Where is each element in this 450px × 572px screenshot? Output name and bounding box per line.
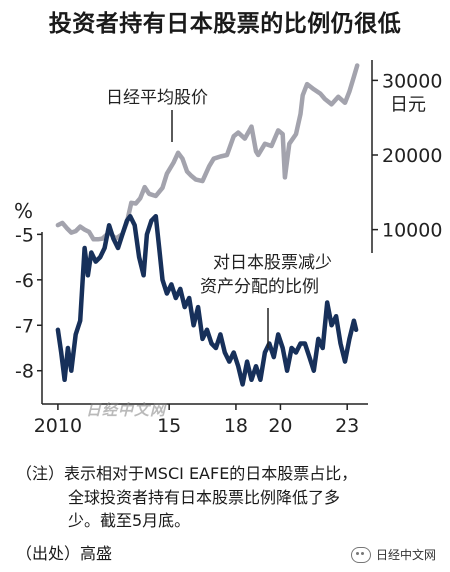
source-line: （出处）高盛: [16, 544, 113, 563]
right-tick-label: 30000: [382, 70, 442, 92]
wechat-icon: [350, 546, 371, 563]
annotation-nikkei: 日经平均股价: [106, 88, 208, 108]
chart-title: 投资者持有日本股票的比例仍很低: [48, 11, 402, 37]
x-tick-label: 2010: [34, 415, 82, 437]
corner-logo-text: 日经中文网: [375, 548, 436, 562]
right-tick-label: 10000: [382, 220, 442, 242]
note-line-3: 少。截至5月底。: [68, 511, 191, 530]
x-tick-label: 18: [224, 415, 248, 437]
left-tick-label: -6: [15, 270, 34, 292]
x-tick-label: 15: [157, 415, 181, 437]
note-line-1: （注）表示相对于MSCI EAFE的日本股票占比，: [16, 464, 358, 483]
left-axis-unit: %: [14, 199, 33, 223]
note-line-2: 全球投资者持有日本股票比例降低了多: [68, 488, 341, 507]
annotation-share-line-2: 资产分配的比例: [200, 277, 319, 297]
corner-logo: 日经中文网: [350, 546, 436, 563]
left-tick-label: -7: [15, 315, 34, 337]
japan-share-line: [55, 213, 359, 387]
annotation-share-line-1: 对日本股票减少: [213, 253, 332, 273]
x-tick-label: 23: [335, 415, 359, 437]
x-tick-label: 20: [268, 415, 292, 437]
left-tick-label: -5: [15, 224, 34, 246]
watermark: 日经中文网: [86, 401, 167, 419]
right-axis-unit: 日元: [390, 94, 426, 115]
right-tick-label: 20000: [382, 145, 442, 167]
nikkei-index-line: [55, 63, 360, 242]
left-tick-label: -8: [15, 361, 34, 383]
